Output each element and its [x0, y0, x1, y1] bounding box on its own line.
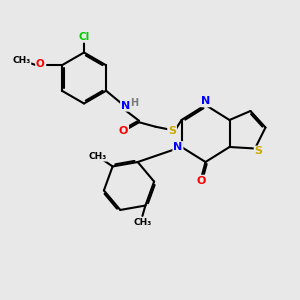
- Text: N: N: [173, 142, 182, 152]
- Text: N: N: [121, 101, 130, 111]
- Text: CH₃: CH₃: [12, 56, 31, 65]
- Text: N: N: [201, 96, 210, 106]
- Text: S: S: [168, 126, 176, 136]
- Text: O: O: [119, 126, 128, 136]
- Text: O: O: [36, 59, 45, 69]
- Text: O: O: [196, 176, 206, 186]
- Text: S: S: [255, 146, 262, 157]
- Text: Cl: Cl: [78, 32, 90, 42]
- Text: CH₃: CH₃: [88, 152, 107, 161]
- Text: H: H: [130, 98, 139, 108]
- Text: CH₃: CH₃: [133, 218, 152, 226]
